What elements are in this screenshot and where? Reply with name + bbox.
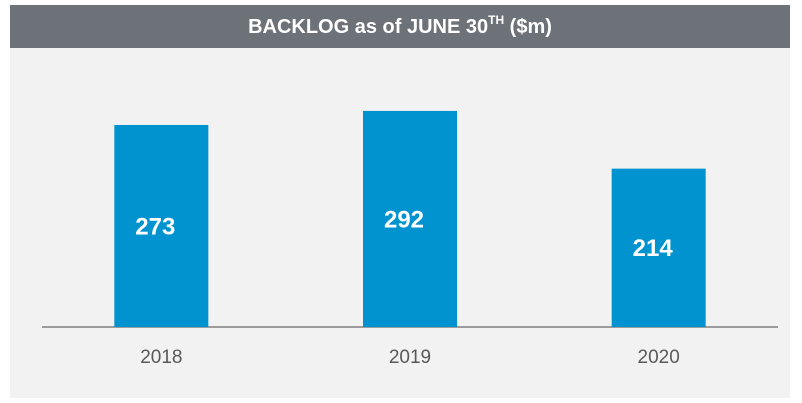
title-part: ($m) [504, 16, 552, 38]
x-tick-label: 2018 [140, 347, 182, 368]
bar [611, 168, 706, 327]
chart-title: BACKLOG as of JUNE 30TH ($m) [248, 13, 552, 38]
value-label: 214 [633, 235, 674, 262]
header-bar [10, 5, 790, 48]
bar [363, 110, 457, 327]
x-tick-label: 2020 [638, 347, 680, 368]
x-tick-label: 2019 [389, 347, 431, 368]
value-label: 273 [135, 213, 175, 240]
bar [114, 124, 209, 327]
value-label: 292 [384, 206, 424, 233]
title-superscript: TH [488, 13, 504, 27]
title-part: BACKLOG as of JUNE 30 [248, 16, 488, 38]
